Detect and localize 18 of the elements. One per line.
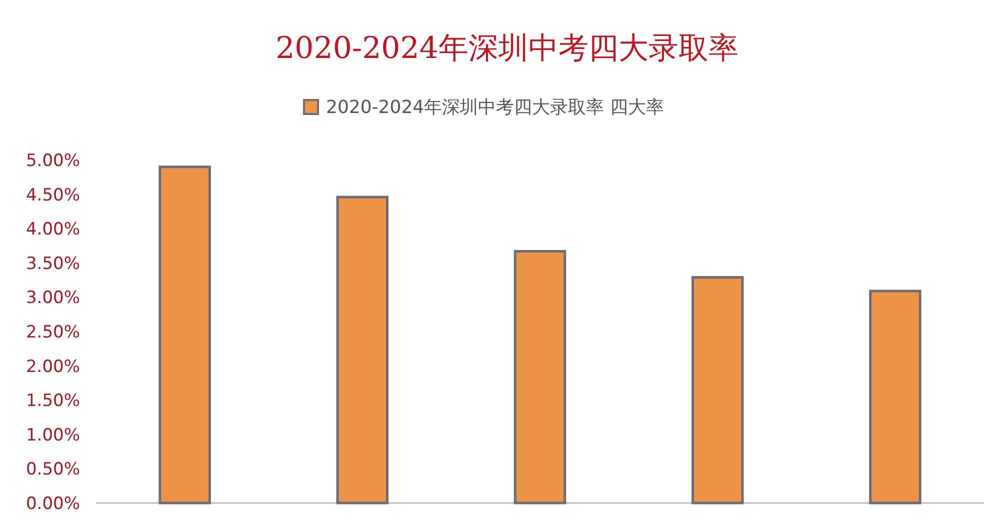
bar [869,290,922,504]
y-tick-label: 4.50% [26,185,80,206]
y-tick-label: 1.50% [26,391,80,412]
chart-title: 2020-2024年深圳中考四大录取率 [276,31,738,66]
bar [514,250,566,504]
bar [336,196,389,504]
legend-label: 2020-2024年深圳中考四大录取率 四大率 [326,97,664,118]
y-tick-label: 4.00% [26,220,80,240]
y-tick-label: 1.00% [26,425,80,446]
y-tick-label: 5.00% [26,150,80,171]
bar [158,166,211,504]
y-tick-label: 3.50% [26,254,80,274]
y-tick-label: 2.50% [26,322,80,342]
y-tick-label: 0.00% [26,494,80,514]
y-tick-label: 2.00% [26,356,80,377]
bar [691,276,744,504]
y-tick-label: 3.00% [26,288,80,308]
y-tick-label: 0.50% [26,460,80,480]
